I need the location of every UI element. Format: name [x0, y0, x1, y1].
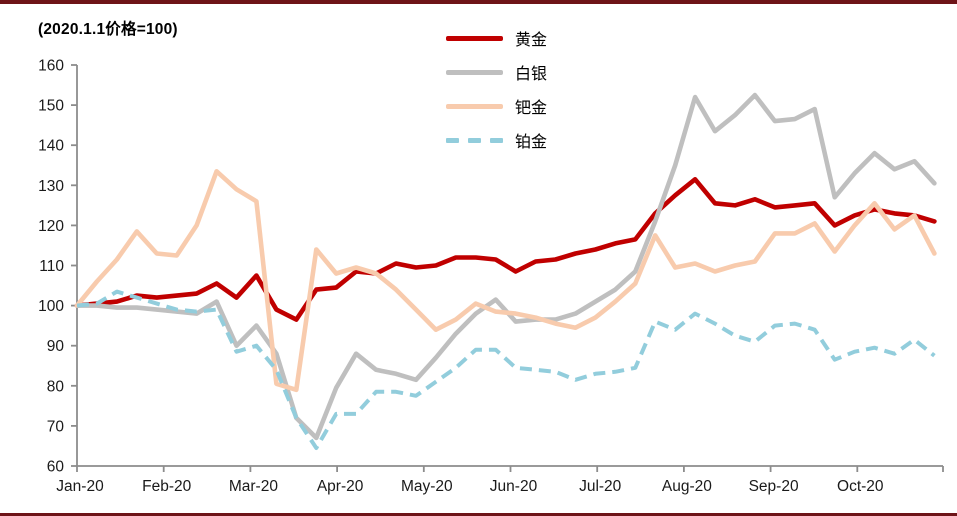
- x-tick-label: Jan-20: [56, 478, 104, 495]
- x-tick-label: Oct-20: [837, 478, 884, 495]
- y-tick-label: 130: [38, 178, 64, 195]
- chart-legend: 黄金 白银 钯金 铂金: [446, 21, 547, 157]
- gold-legend-label: 黄金: [515, 32, 548, 49]
- gold-legend-swatch: [446, 35, 503, 41]
- y-tick-label: 70: [47, 418, 65, 435]
- palladium-legend-label: 钯金: [515, 100, 548, 117]
- silver-legend-swatch: [446, 69, 503, 75]
- gold-line: [74, 177, 937, 322]
- legend-item-platinum: 铂金: [446, 123, 547, 157]
- platinum-legend-swatch: [446, 137, 503, 143]
- y-tick-label: 80: [47, 378, 65, 395]
- x-tick-label: Aug-20: [662, 478, 712, 495]
- chart-title: (2020.1.1价格=100): [38, 21, 178, 38]
- dash-segment: [446, 137, 459, 143]
- bottom-rule: [0, 513, 957, 516]
- y-tick-label: 90: [47, 338, 65, 355]
- y-tick-label: 100: [38, 298, 64, 315]
- platinum-legend-label: 铂金: [515, 134, 548, 151]
- x-tick-label: Sep-20: [749, 478, 799, 495]
- legend-item-silver: 白银: [446, 55, 547, 89]
- x-tick-label: May-20: [401, 478, 453, 495]
- y-tick-label: 120: [38, 218, 64, 235]
- platinum-line: [76, 289, 936, 450]
- top-rule: [0, 0, 957, 4]
- legend-item-palladium: 钯金: [446, 89, 547, 123]
- palladium-legend-swatch: [446, 103, 503, 109]
- x-tick-label: Mar-20: [229, 478, 278, 495]
- y-tick-label: 150: [38, 98, 64, 115]
- dash-segment: [490, 137, 503, 143]
- y-tick-label: 110: [39, 258, 64, 275]
- y-tick-label: 160: [38, 58, 64, 75]
- palladium-line: [74, 169, 937, 393]
- x-tick-label: Jul-20: [579, 478, 622, 495]
- y-tick-label: 140: [38, 138, 64, 155]
- legend-item-gold: 黄金: [446, 21, 547, 55]
- x-tick-label: Feb-20: [142, 478, 191, 495]
- dash-segment: [468, 137, 481, 143]
- x-tick-label: Jun-20: [490, 478, 538, 495]
- silver-legend-label: 白银: [515, 66, 548, 83]
- x-tick-label: Apr-20: [317, 478, 364, 495]
- y-tick-label: 60: [47, 459, 65, 476]
